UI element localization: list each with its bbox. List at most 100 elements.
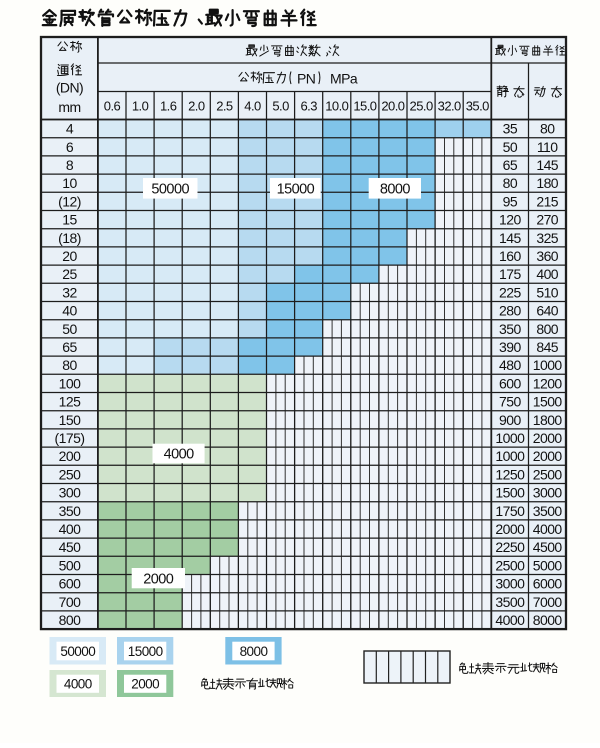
svg-text:640: 640 (536, 303, 558, 319)
svg-text:20: 20 (62, 248, 77, 264)
svg-text:150: 150 (59, 412, 81, 428)
svg-text:8: 8 (66, 157, 74, 173)
svg-text:350: 350 (499, 321, 521, 337)
svg-text:1500: 1500 (495, 485, 525, 501)
svg-text:10.0: 10.0 (325, 99, 348, 114)
svg-text:7000: 7000 (533, 594, 563, 610)
svg-text:2500: 2500 (533, 466, 563, 482)
svg-text:900: 900 (499, 412, 521, 428)
svg-text:280: 280 (499, 303, 521, 319)
svg-text:15000: 15000 (128, 644, 163, 659)
svg-text:40: 40 (62, 303, 77, 319)
svg-text:1000: 1000 (495, 448, 525, 464)
svg-text:65: 65 (62, 339, 77, 355)
svg-text:25: 25 (62, 266, 77, 282)
svg-text:800: 800 (536, 321, 558, 337)
svg-text:5000: 5000 (533, 557, 563, 573)
svg-text:2250: 2250 (495, 539, 525, 555)
svg-text:0.6: 0.6 (104, 99, 121, 114)
svg-text:2000: 2000 (533, 430, 563, 446)
svg-text:(DN): (DN) (56, 80, 83, 96)
svg-text:1.0: 1.0 (132, 99, 149, 114)
svg-text:4.0: 4.0 (244, 99, 261, 114)
svg-text:2000: 2000 (131, 677, 159, 692)
svg-text:80: 80 (540, 121, 555, 137)
svg-text:390: 390 (499, 339, 521, 355)
svg-text:3000: 3000 (533, 485, 563, 501)
svg-text:145: 145 (536, 157, 558, 173)
svg-text:110: 110 (537, 139, 558, 155)
svg-text:2.0: 2.0 (188, 99, 205, 114)
svg-text:1500: 1500 (533, 394, 563, 410)
svg-text:750: 750 (499, 394, 521, 410)
svg-text:3000: 3000 (495, 576, 525, 592)
svg-text:4000: 4000 (164, 447, 195, 463)
svg-text:65: 65 (503, 157, 518, 173)
svg-text:8000: 8000 (240, 644, 268, 659)
svg-text:95: 95 (503, 193, 518, 209)
svg-text:215: 215 (536, 193, 558, 209)
svg-text:450: 450 (59, 539, 81, 555)
svg-text:2000: 2000 (143, 571, 174, 587)
svg-text:3500: 3500 (533, 503, 563, 519)
svg-text:4500: 4500 (533, 539, 563, 555)
svg-text:8000: 8000 (533, 612, 563, 628)
svg-text:175: 175 (499, 266, 521, 282)
svg-text:6000: 6000 (533, 576, 563, 592)
svg-text:MPa: MPa (330, 71, 358, 87)
svg-text:510: 510 (536, 284, 558, 300)
svg-text:50000: 50000 (151, 182, 189, 198)
svg-text:360: 360 (536, 248, 558, 264)
svg-text:(18): (18) (58, 230, 81, 246)
svg-text:80: 80 (62, 357, 77, 373)
svg-text:1800: 1800 (533, 412, 563, 428)
svg-text:1000: 1000 (495, 430, 525, 446)
svg-text:160: 160 (499, 248, 521, 264)
svg-text:350: 350 (59, 503, 81, 519)
svg-text:125: 125 (59, 394, 81, 410)
svg-text:100: 100 (59, 375, 81, 391)
svg-text:(175): (175) (55, 430, 85, 446)
svg-text:15: 15 (62, 212, 77, 228)
svg-text:4000: 4000 (495, 612, 525, 628)
svg-text:1000: 1000 (533, 357, 563, 373)
svg-text:1200: 1200 (533, 375, 563, 391)
svg-text:mm: mm (58, 99, 80, 115)
svg-text:15000: 15000 (277, 182, 315, 198)
svg-text:700: 700 (59, 594, 81, 610)
svg-text:(12): (12) (58, 193, 81, 209)
svg-text:1250: 1250 (495, 466, 525, 482)
svg-text:1.6: 1.6 (160, 99, 177, 114)
svg-text:1750: 1750 (495, 503, 525, 519)
svg-text:400: 400 (536, 266, 558, 282)
svg-text:2000: 2000 (533, 448, 563, 464)
svg-text:PN: PN (297, 71, 315, 87)
svg-text:4000: 4000 (64, 677, 92, 692)
svg-text:300: 300 (59, 485, 81, 501)
svg-text:35.0: 35.0 (466, 99, 489, 114)
svg-text:800: 800 (59, 612, 81, 628)
svg-text:3500: 3500 (495, 594, 525, 610)
svg-text:500: 500 (59, 557, 81, 573)
svg-text:32.0: 32.0 (438, 99, 461, 114)
svg-text:4000: 4000 (533, 521, 563, 537)
svg-text:6.3: 6.3 (300, 99, 317, 114)
svg-text:250: 250 (59, 466, 81, 482)
svg-text:480: 480 (499, 357, 521, 373)
svg-text:400: 400 (59, 521, 81, 537)
svg-text:325: 325 (536, 230, 558, 246)
svg-text:50: 50 (503, 139, 518, 155)
svg-text:2500: 2500 (495, 557, 525, 573)
svg-text:600: 600 (499, 375, 521, 391)
svg-text:8000: 8000 (380, 182, 411, 198)
svg-text:80: 80 (503, 175, 518, 191)
svg-text:2.5: 2.5 (216, 99, 233, 114)
svg-text:600: 600 (59, 576, 81, 592)
svg-text:6: 6 (66, 139, 74, 155)
svg-text:5.0: 5.0 (272, 99, 289, 114)
svg-text:10: 10 (62, 175, 77, 191)
svg-text:20.0: 20.0 (381, 99, 404, 114)
svg-text:270: 270 (536, 212, 558, 228)
svg-text:845: 845 (536, 339, 558, 355)
svg-text:35: 35 (503, 121, 518, 137)
